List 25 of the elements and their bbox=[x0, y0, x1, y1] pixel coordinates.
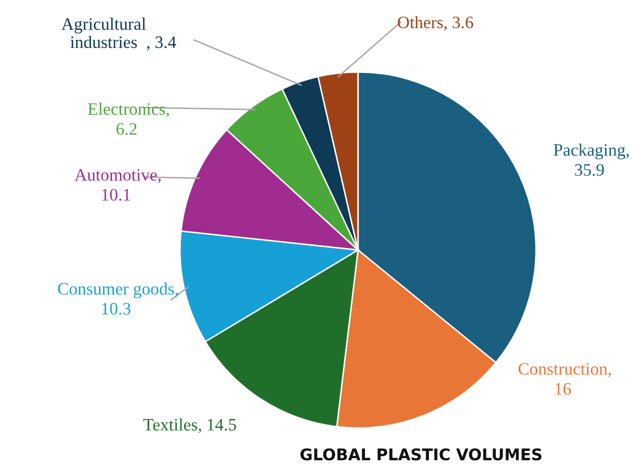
slice-label: Packaging bbox=[554, 144, 626, 160]
text: , bbox=[166, 112, 169, 118]
text: GLOBAL PLASTIC VOLUMES bbox=[300, 448, 542, 460]
text: , bbox=[175, 292, 178, 298]
text: , bbox=[198, 428, 202, 434]
slice-label: Construction bbox=[518, 363, 608, 375]
data-label: 10.3 bbox=[102, 302, 130, 315]
data-label: 35.9 bbox=[575, 164, 604, 176]
data-label: 3.4 bbox=[156, 36, 176, 48]
data-label: 16 bbox=[556, 383, 571, 395]
data-label: 14.5 bbox=[208, 418, 236, 431]
slice-label: Agricultural industries bbox=[62, 18, 146, 48]
slice-label: Consumer goods bbox=[58, 282, 174, 298]
data-label: 10.1 bbox=[102, 188, 130, 201]
text: , bbox=[158, 178, 161, 184]
slice-label: Electronics bbox=[88, 102, 166, 115]
text: , bbox=[146, 46, 150, 51]
data-label: 6.2 bbox=[116, 123, 136, 135]
data-label: 3.6 bbox=[452, 16, 474, 28]
slice-label: Textiles bbox=[143, 418, 198, 431]
slice-label: Automotive bbox=[74, 169, 157, 181]
text: , bbox=[626, 154, 629, 158]
slice-label: Others bbox=[398, 16, 443, 28]
text: , bbox=[444, 26, 447, 31]
text: , bbox=[608, 372, 611, 378]
